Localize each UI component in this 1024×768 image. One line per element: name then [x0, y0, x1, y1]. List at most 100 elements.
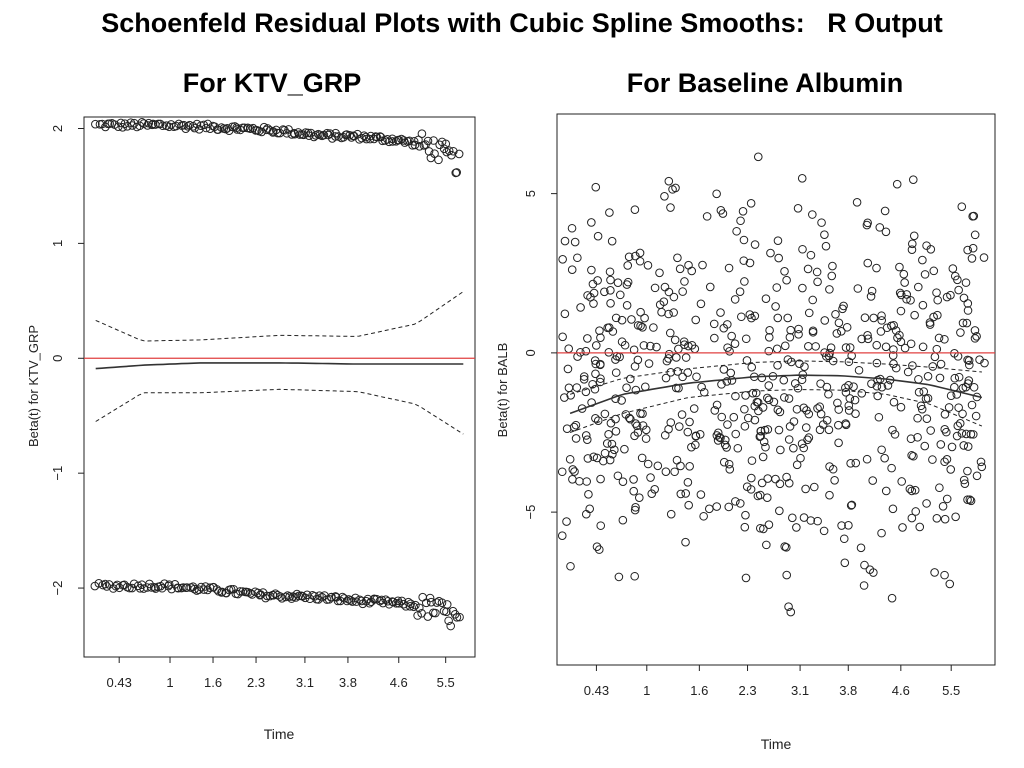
- residual-point: [630, 205, 640, 214]
- residual-point: [600, 287, 609, 297]
- residual-point: [743, 413, 753, 423]
- residual-point: [735, 499, 745, 508]
- residual-point: [910, 310, 919, 320]
- residual-point: [409, 137, 419, 146]
- residual-point: [938, 501, 948, 511]
- residual-point: [759, 524, 768, 534]
- residual-point: [951, 512, 960, 522]
- residual-point: [950, 271, 960, 281]
- residual-point: [896, 306, 906, 316]
- residual-point: [672, 353, 681, 362]
- residual-point: [794, 330, 803, 339]
- left-panel-title: For KTV_GRP: [182, 68, 362, 98]
- residual-point: [322, 128, 332, 138]
- residual-point: [898, 523, 907, 532]
- residual-point: [620, 340, 630, 350]
- residual-point: [920, 270, 930, 279]
- residual-point: [697, 382, 706, 392]
- residual-point: [611, 313, 621, 323]
- residual-point: [757, 478, 767, 488]
- residual-point: [828, 261, 837, 271]
- residual-point: [883, 381, 893, 390]
- residual-point: [847, 500, 857, 510]
- residual-point: [825, 462, 834, 471]
- residual-point: [741, 573, 751, 583]
- residual-point: [963, 466, 972, 476]
- residual-point: [841, 343, 851, 352]
- residual-point: [424, 147, 434, 156]
- residual-point: [565, 454, 575, 464]
- residual-point: [627, 315, 636, 324]
- residual-point: [809, 482, 819, 492]
- residual-point: [771, 474, 780, 484]
- residual-point: [696, 299, 706, 309]
- residual-point: [672, 455, 682, 465]
- residual-point: [595, 326, 604, 335]
- residual-point: [853, 284, 863, 293]
- residual-point: [342, 596, 352, 606]
- residual-point: [907, 245, 917, 254]
- residual-point: [764, 346, 774, 356]
- residual-point: [584, 490, 593, 499]
- residual-point: [872, 358, 882, 368]
- residual-point: [913, 432, 922, 442]
- residual-point: [852, 198, 862, 207]
- residual-point: [679, 337, 689, 346]
- residual-point: [956, 328, 965, 337]
- residual-point: [685, 462, 694, 471]
- residual-point: [199, 120, 209, 130]
- residual-point: [907, 451, 916, 460]
- residual-point: [558, 255, 567, 264]
- residual-point: [854, 365, 864, 375]
- residual-point: [908, 361, 917, 370]
- residual-point: [611, 414, 620, 424]
- residual-point: [869, 313, 878, 323]
- residual-point: [888, 351, 898, 360]
- residual-point: [895, 330, 904, 340]
- residual-point: [724, 459, 734, 469]
- residual-point: [963, 245, 972, 255]
- residual-point: [155, 119, 165, 129]
- residual-point: [560, 236, 570, 246]
- residual-point: [804, 308, 814, 318]
- residual-point: [922, 414, 932, 423]
- residual-point: [797, 439, 807, 449]
- residual-point: [945, 579, 955, 589]
- residual-point: [918, 255, 927, 265]
- residual-point: [758, 452, 768, 462]
- residual-point: [681, 537, 690, 547]
- ktv-grp-residual-plot: Beta(t) for KTV_GRP Time −2 −1 0 1 2 0.43 1 1.6…: [26, 116, 476, 742]
- residual-point: [940, 334, 949, 344]
- residual-point: [840, 558, 850, 568]
- residual-point: [607, 236, 617, 246]
- residual-point: [633, 321, 643, 330]
- residual-point: [786, 607, 796, 617]
- residual-point: [731, 497, 740, 506]
- residual-point: [844, 381, 853, 390]
- residual-point: [629, 345, 639, 355]
- residual-point: [820, 316, 830, 325]
- residual-point: [660, 192, 669, 201]
- residual-point: [630, 505, 640, 515]
- residual-point: [128, 121, 137, 130]
- residual-point: [900, 343, 910, 353]
- residual-point: [875, 223, 885, 232]
- residual-point: [868, 476, 878, 485]
- residual-point: [617, 396, 626, 405]
- residual-point: [932, 514, 942, 523]
- residual-point: [183, 122, 193, 131]
- residual-point: [629, 486, 639, 496]
- residual-point: [881, 342, 891, 352]
- y-tick-label: 1: [50, 240, 65, 247]
- residual-point: [677, 410, 687, 419]
- residual-point: [893, 333, 902, 343]
- residual-point: [571, 434, 581, 443]
- residual-point: [294, 591, 304, 601]
- residual-point: [557, 531, 567, 540]
- residual-point: [747, 362, 757, 372]
- residual-point: [158, 121, 168, 131]
- residual-point: [966, 429, 976, 439]
- residual-point: [834, 438, 843, 448]
- residual-point: [593, 416, 603, 425]
- residual-point: [646, 473, 655, 482]
